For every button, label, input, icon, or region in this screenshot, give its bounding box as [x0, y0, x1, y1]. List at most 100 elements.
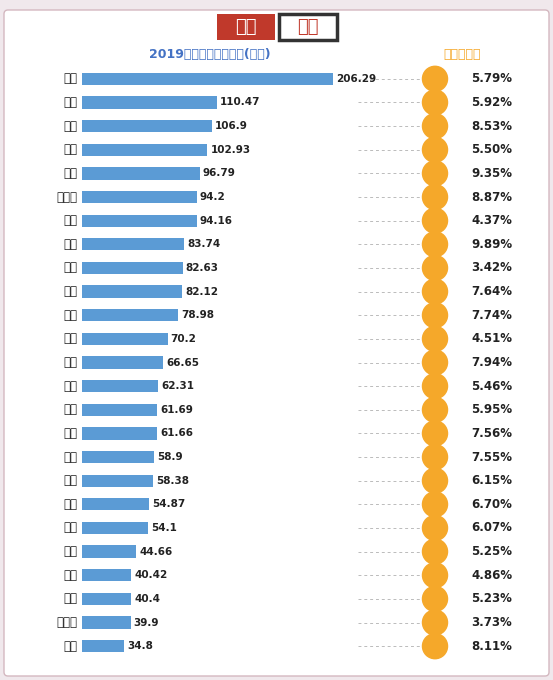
- Text: 7.94%: 7.94%: [472, 356, 513, 369]
- Text: 54.87: 54.87: [152, 499, 185, 509]
- Text: 哈尔滨: 哈尔滨: [56, 616, 77, 629]
- Circle shape: [422, 303, 447, 328]
- Circle shape: [422, 137, 447, 163]
- Text: 39.9: 39.9: [134, 617, 159, 628]
- Bar: [82, 73, 333, 85]
- Text: 6.15%: 6.15%: [472, 474, 513, 487]
- Text: 34.8: 34.8: [127, 641, 153, 651]
- Text: 天津: 天津: [63, 333, 77, 345]
- Text: 61.66: 61.66: [160, 428, 193, 439]
- Circle shape: [422, 184, 447, 209]
- Circle shape: [422, 468, 447, 493]
- Circle shape: [422, 586, 447, 611]
- Circle shape: [422, 350, 447, 375]
- Bar: [217, 14, 274, 40]
- Text: 78.98: 78.98: [181, 310, 214, 320]
- Bar: [82, 120, 212, 132]
- Circle shape: [422, 397, 447, 422]
- Text: 郑州: 郑州: [63, 167, 77, 180]
- Text: 厦门: 厦门: [63, 640, 77, 653]
- Text: 82.12: 82.12: [185, 286, 218, 296]
- Text: 44.66: 44.66: [139, 547, 173, 557]
- Circle shape: [422, 445, 447, 470]
- Text: 4.51%: 4.51%: [472, 333, 513, 345]
- Circle shape: [422, 208, 447, 233]
- Circle shape: [422, 515, 447, 541]
- Circle shape: [422, 279, 447, 304]
- Bar: [279, 14, 336, 40]
- Circle shape: [422, 539, 447, 564]
- Text: 62.31: 62.31: [161, 381, 194, 391]
- Text: 4.37%: 4.37%: [472, 214, 513, 227]
- Text: 5.50%: 5.50%: [472, 143, 513, 156]
- Text: 8.11%: 8.11%: [472, 640, 513, 653]
- Circle shape: [422, 161, 447, 186]
- Bar: [82, 262, 182, 274]
- Bar: [82, 380, 158, 392]
- Text: 小学生比例: 小学生比例: [444, 48, 481, 61]
- Text: 82.63: 82.63: [186, 263, 218, 273]
- Text: 5.25%: 5.25%: [472, 545, 513, 558]
- Text: 2019年小学生在校数量(万人): 2019年小学生在校数量(万人): [149, 48, 271, 61]
- Circle shape: [422, 326, 447, 352]
- Circle shape: [422, 634, 447, 659]
- Text: 83.74: 83.74: [187, 239, 220, 250]
- Text: 济南: 济南: [63, 522, 77, 534]
- Text: 58.9: 58.9: [156, 452, 182, 462]
- Text: 广州: 广州: [63, 96, 77, 109]
- Bar: [82, 191, 197, 203]
- Circle shape: [422, 373, 447, 398]
- Text: 102.93: 102.93: [210, 145, 251, 155]
- Text: 苏州: 苏州: [63, 285, 77, 298]
- Text: 6.07%: 6.07%: [472, 522, 513, 534]
- Text: 西安: 西安: [63, 309, 77, 322]
- Circle shape: [422, 90, 447, 115]
- Bar: [82, 286, 182, 298]
- Text: 5.95%: 5.95%: [472, 403, 513, 416]
- Bar: [82, 451, 154, 463]
- Text: 94.2: 94.2: [200, 192, 226, 202]
- Bar: [82, 143, 207, 156]
- Circle shape: [422, 610, 447, 635]
- Text: 7.56%: 7.56%: [472, 427, 513, 440]
- Text: 合肥: 合肥: [63, 498, 77, 511]
- Text: 成都: 成都: [63, 143, 77, 156]
- Text: 石家庄: 石家庄: [56, 190, 77, 203]
- Circle shape: [422, 492, 447, 517]
- Text: 61.69: 61.69: [160, 405, 193, 415]
- FancyBboxPatch shape: [4, 10, 549, 676]
- Text: 206.29: 206.29: [336, 74, 377, 84]
- Text: 58.38: 58.38: [156, 476, 189, 486]
- Bar: [82, 238, 184, 250]
- Bar: [82, 498, 149, 511]
- Bar: [82, 475, 153, 487]
- Text: 5.46%: 5.46%: [472, 379, 513, 392]
- Bar: [82, 545, 137, 558]
- Circle shape: [422, 114, 447, 139]
- Circle shape: [422, 66, 447, 91]
- Bar: [82, 356, 163, 369]
- Text: 5.92%: 5.92%: [472, 96, 513, 109]
- Text: 96.79: 96.79: [203, 169, 236, 178]
- Text: 7.74%: 7.74%: [472, 309, 513, 322]
- Text: 40.42: 40.42: [134, 571, 168, 580]
- Text: 7.64%: 7.64%: [472, 285, 513, 298]
- Bar: [82, 97, 217, 109]
- Text: 40.4: 40.4: [134, 594, 160, 604]
- Bar: [82, 167, 200, 180]
- Text: 深圳: 深圳: [63, 120, 77, 133]
- Text: 上海: 上海: [63, 261, 77, 275]
- Text: 长沙: 长沙: [63, 356, 77, 369]
- Text: 5.23%: 5.23%: [472, 592, 513, 605]
- Bar: [82, 593, 131, 605]
- Circle shape: [422, 421, 447, 446]
- Text: 66.65: 66.65: [166, 358, 199, 367]
- Text: 青岛: 青岛: [63, 474, 77, 487]
- Text: 54.1: 54.1: [151, 523, 177, 533]
- Text: 佛山: 佛山: [63, 427, 77, 440]
- Bar: [82, 522, 148, 534]
- Text: 沈阳: 沈阳: [63, 568, 77, 582]
- Text: 福州: 福州: [63, 451, 77, 464]
- Text: 8.87%: 8.87%: [472, 190, 513, 203]
- Text: 北京: 北京: [63, 214, 77, 227]
